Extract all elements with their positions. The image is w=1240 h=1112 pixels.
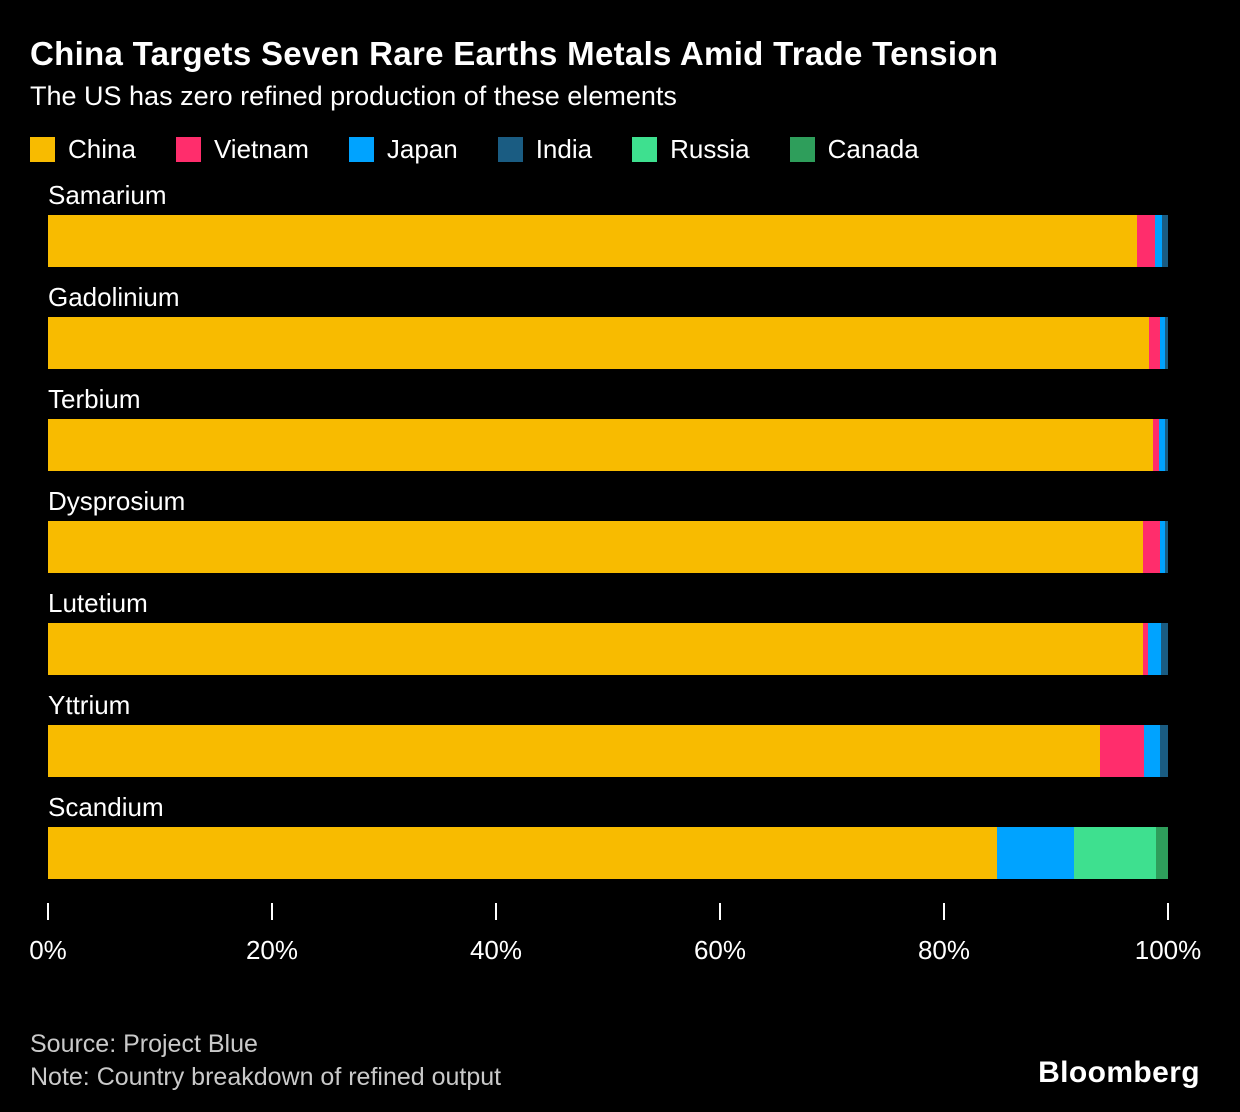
bar-segment-china: [48, 724, 1100, 777]
bar-label: Yttrium: [48, 689, 131, 720]
bar-segment-japan: [1144, 724, 1161, 777]
x-axis: 0% 20% 40% 60% 80% 100%: [29, 902, 1201, 977]
bar-segment-vietnam: [1099, 724, 1145, 777]
legend-item-china: China: [30, 134, 136, 165]
footer: Source: Project Blue Note: Country break…: [30, 1029, 1200, 1094]
stacked-bar: [48, 418, 1168, 471]
legend-label: Russia: [670, 134, 750, 165]
bar-segment-india: [1162, 215, 1168, 268]
legend-item-vietnam: Vietnam: [175, 134, 309, 165]
bar-row-dysprosium: Dysprosium: [48, 485, 1168, 573]
page-title: China Targets Seven Rare Earths Metals A…: [30, 35, 999, 72]
axis-tick-label: 20%: [245, 934, 299, 965]
footer-notes: Source: Project Blue Note: Country break…: [30, 1029, 501, 1094]
legend-swatch-vietnam: [175, 137, 201, 163]
bar-segment-china: [48, 622, 1144, 675]
bar-label: Gadolinium: [48, 282, 180, 313]
bar-segment-india: [1160, 724, 1168, 777]
stacked-bar: [48, 622, 1168, 675]
bar-segment-japan: [1160, 520, 1165, 573]
legend-swatch-india: [497, 137, 523, 163]
bar-segment-canada: [1155, 826, 1168, 879]
bar-label: Terbium: [48, 384, 141, 415]
legend-label: Canada: [827, 134, 919, 165]
bar-row-gadolinium: Gadolinium: [48, 282, 1168, 370]
bar-segment-japan: [1159, 418, 1165, 471]
bar-chart: Samarium Gadolinium Terbium Dysprosium Lutet…: [48, 180, 1168, 879]
legend-label: Vietnam: [213, 134, 309, 165]
axis-tick: [47, 902, 49, 920]
bar-segment-india: [1164, 418, 1168, 471]
stacked-bar: [48, 826, 1168, 879]
stacked-bar: [48, 317, 1168, 370]
bar-segment-china: [48, 520, 1144, 573]
axis-tick: [943, 902, 945, 920]
axis-tick-label: 80%: [917, 934, 971, 965]
page-subtitle: The US has zero refined production of th…: [30, 81, 677, 112]
bar-segment-china: [48, 418, 1154, 471]
axis-tick: [1167, 902, 1169, 920]
bar-row-terbium: Terbium: [48, 384, 1168, 471]
legend-label: Japan: [386, 134, 458, 165]
bar-segment-vietnam: [1143, 520, 1161, 573]
axis-tick-label: 0%: [29, 934, 67, 965]
source-text: Source: Project Blue: [30, 1029, 258, 1058]
legend-label: India: [535, 134, 593, 165]
bar-label: Lutetium: [48, 587, 148, 618]
bar-segment-china: [48, 826, 997, 879]
axis-tick: [271, 902, 273, 920]
legend: China Vietnam Japan India Russia Canada: [30, 134, 1200, 165]
bar-segment-vietnam: [1153, 418, 1160, 471]
bar-segment-china: [48, 215, 1137, 268]
bar-row-yttrium: Yttrium: [48, 689, 1168, 777]
bar-segment-japan: [996, 826, 1074, 879]
bar-row-scandium: Scandium: [48, 791, 1168, 879]
bloomberg-logo: Bloomberg: [1038, 1055, 1200, 1089]
legend-item-russia: Russia: [632, 134, 750, 165]
legend-item-india: India: [497, 134, 593, 165]
bar-row-samarium: Samarium: [48, 180, 1168, 268]
note-text: Note: Country breakdown of refined outpu…: [30, 1062, 502, 1091]
legend-item-japan: Japan: [348, 134, 458, 165]
bar-segment-china: [48, 317, 1149, 370]
bar-segment-india: [1161, 622, 1168, 675]
legend-label: China: [68, 134, 136, 165]
bar-segment-russia: [1073, 826, 1156, 879]
bar-segment-vietnam: [1148, 317, 1161, 370]
bar-row-lutetium: Lutetium: [48, 587, 1168, 675]
axis-tick: [495, 902, 497, 920]
axis-tick-label: 40%: [469, 934, 523, 965]
bar-label: Dysprosium: [48, 485, 186, 516]
axis-tick-label: 60%: [693, 934, 747, 965]
stacked-bar: [48, 724, 1168, 777]
legend-swatch-canada: [789, 137, 815, 163]
bar-segment-japan: [1154, 215, 1163, 268]
bar-segment-japan: [1147, 622, 1162, 675]
legend-item-canada: Canada: [789, 134, 919, 165]
legend-swatch-china: [30, 137, 55, 163]
bar-segment-vietnam: [1136, 215, 1155, 268]
axis-tick-label: 100%: [1134, 934, 1202, 965]
axis-tick: [719, 902, 721, 920]
bar-segment-vietnam: [1143, 622, 1148, 675]
bar-segment-india: [1164, 520, 1168, 573]
legend-swatch-japan: [348, 137, 374, 163]
bar-segment-india: [1164, 317, 1168, 370]
bar-label: Samarium: [48, 180, 167, 211]
stacked-bar: [48, 520, 1168, 573]
bar-segment-japan: [1160, 317, 1165, 370]
stacked-bar: [48, 215, 1168, 268]
bar-label: Scandium: [48, 791, 164, 822]
legend-swatch-russia: [632, 137, 658, 163]
